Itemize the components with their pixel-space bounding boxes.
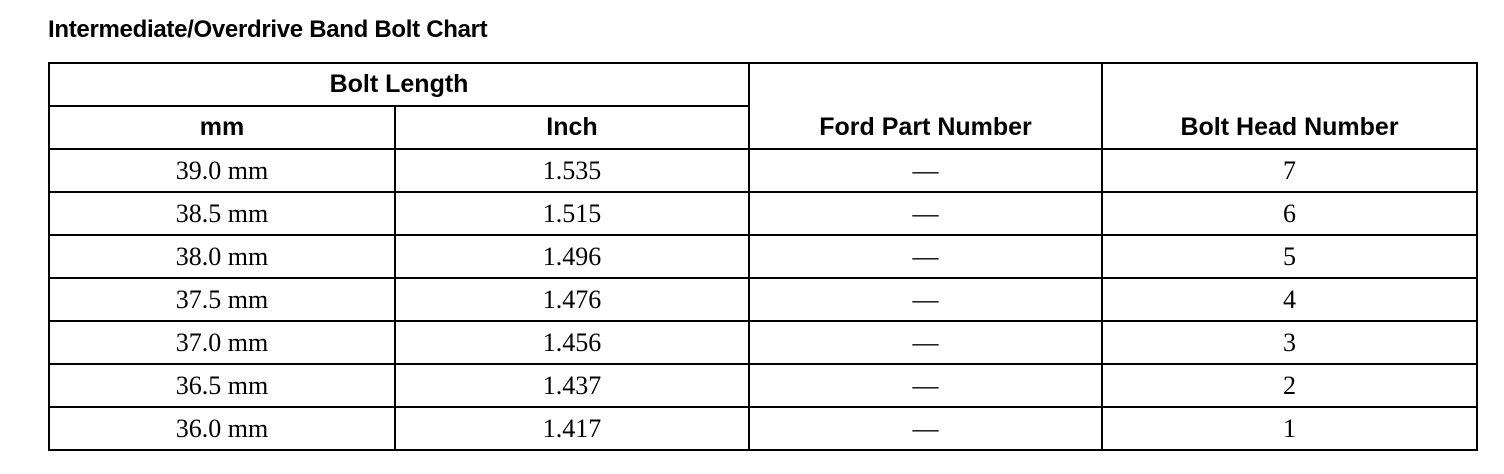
cell-inch: 1.535 bbox=[393, 148, 751, 193]
header-ford-part-number: Ford Part Number bbox=[748, 62, 1104, 150]
table-row: 37.0 mm 1.456—3 bbox=[48, 320, 1479, 365]
cell-inch: 1.417 bbox=[393, 406, 751, 451]
page-title: Intermediate/Overdrive Band Bolt Chart bbox=[48, 16, 488, 43]
cell-part: — bbox=[748, 363, 1104, 408]
cell-inch: 1.437 bbox=[393, 363, 751, 408]
cell-part: — bbox=[748, 406, 1104, 451]
table-row: 38.5 mm 1.515—6 bbox=[48, 191, 1479, 236]
cell-part: — bbox=[748, 320, 1104, 365]
table-row: 38.0 mm 1.496—5 bbox=[48, 234, 1479, 279]
table-row: 36.5 mm 1.437—2 bbox=[48, 363, 1479, 408]
cell-mm: 39.0 mm bbox=[48, 148, 396, 193]
cell-mm: 37.0 mm bbox=[48, 320, 396, 365]
cell-head: 3 bbox=[1101, 320, 1479, 365]
cell-mm: 37.5 mm bbox=[48, 277, 396, 322]
cell-part: — bbox=[748, 277, 1104, 322]
cell-mm: 36.0 mm bbox=[48, 406, 396, 451]
cell-inch: 1.476 bbox=[393, 277, 751, 322]
header-bolt-head-number: Bolt Head Number bbox=[1101, 62, 1479, 150]
cell-head: 6 bbox=[1101, 191, 1479, 236]
bolt-chart-table: Bolt Length Ford Part Number Bolt Head N… bbox=[47, 62, 1479, 451]
cell-inch: 1.515 bbox=[393, 191, 751, 236]
cell-head: 4 bbox=[1101, 277, 1479, 322]
cell-part: — bbox=[748, 234, 1104, 279]
cell-head: 5 bbox=[1101, 234, 1479, 279]
header-row-group: Bolt Length Ford Part Number Bolt Head N… bbox=[47, 62, 1479, 150]
cell-head: 7 bbox=[1101, 148, 1479, 193]
cell-part: — bbox=[748, 191, 1104, 236]
cell-inch: 1.456 bbox=[393, 320, 751, 365]
table-row: 36.0 mm 1.417—1 bbox=[48, 406, 1479, 451]
header-row-units: mm Inch bbox=[48, 105, 1477, 150]
table-row: 37.5 mm 1.476—4 bbox=[48, 277, 1479, 322]
table-row: 39.0 mm 1.535—7 bbox=[48, 148, 1479, 193]
header-mm: mm bbox=[48, 105, 396, 150]
cell-mm: 36.5 mm bbox=[48, 363, 396, 408]
header-inch: Inch bbox=[393, 105, 751, 150]
cell-mm: 38.5 mm bbox=[48, 191, 396, 236]
cell-inch: 1.496 bbox=[393, 234, 751, 279]
cell-head: 1 bbox=[1101, 406, 1479, 451]
cell-mm: 38.0 mm bbox=[48, 234, 396, 279]
cell-part: — bbox=[748, 148, 1104, 193]
cell-head: 2 bbox=[1101, 363, 1479, 408]
header-bolt-length: Bolt Length bbox=[47, 62, 751, 107]
